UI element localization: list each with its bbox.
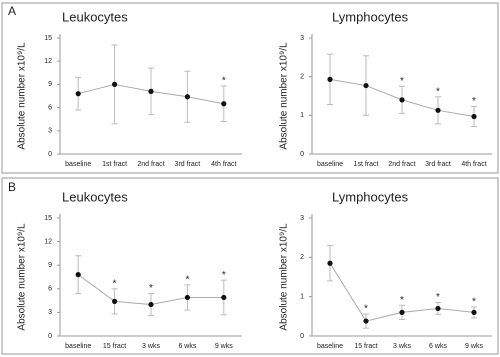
y-tick-label: 0 [300,151,304,158]
significance-mark: * [436,292,440,303]
panel-frame [1,2,499,174]
y-tick-label: 12 [44,238,52,245]
y-axis-label: Absolute number x10⁹/L [17,223,28,331]
chart-title: Lymphocytes [332,9,409,24]
chart-title: Leukocytes [62,189,128,204]
y-tick-label: 12 [44,58,52,65]
data-point [363,318,369,324]
chart-title: Leukocytes [62,9,128,24]
panel-label: A [8,4,16,18]
x-tick-label: baseline [65,343,91,350]
data-point [184,294,190,301]
data-point [112,298,118,304]
significance-mark: * [113,278,117,289]
x-tick-label: baseline [317,161,343,168]
data-point [363,82,369,89]
x-tick-label: 15 fract [103,343,126,350]
data-point [112,81,118,87]
y-tick-label: 3 [48,309,52,316]
y-tick-label: 1 [300,112,304,119]
y-tick-label: 1 [300,294,304,301]
y-tick-label: 3 [300,215,304,222]
significance-mark: * [185,275,189,286]
x-tick-label: 2nd fract [388,161,415,168]
y-tick-label: 3 [300,35,304,42]
significance-mark: * [222,76,226,87]
data-point [221,101,227,107]
significance-mark: * [149,283,153,294]
x-tick-label: 3 wks [393,343,411,350]
data-point [435,107,441,113]
y-tick-label: 3 [48,128,52,135]
y-tick-label: 6 [48,286,52,293]
significance-mark: * [222,270,226,281]
y-tick-label: 2 [300,74,304,81]
x-tick-label: baseline [317,343,343,350]
x-tick-label: 6 wks [429,343,447,350]
data-point [471,309,477,315]
data-point [184,94,190,100]
data-point [399,309,405,315]
x-tick-label: 3rd fract [425,161,451,168]
significance-mark: * [364,304,368,315]
data-point [75,91,81,97]
data-point [148,301,154,308]
significance-mark: * [436,86,440,97]
x-tick-label: 4th fract [211,161,236,168]
x-tick-label: 9 wks [215,343,233,350]
x-tick-label: 9 wks [465,343,483,350]
y-axis-label: Absolute number x10⁹/L [17,42,28,150]
x-tick-label: 2nd fract [137,161,164,168]
data-point [221,294,227,301]
significance-mark: * [400,295,404,306]
y-axis-label: Absolute number x10⁹/L [279,223,290,331]
x-tick-label: 4th fract [461,161,486,168]
x-tick-label: 3 wks [142,343,160,350]
significance-mark: * [472,297,476,308]
y-tick-label: 9 [48,81,52,88]
y-tick-label: 0 [48,151,52,158]
data-point [75,272,81,278]
data-point [471,113,477,120]
y-tick-label: 0 [48,333,52,340]
data-point [327,260,333,266]
significance-mark: * [472,96,476,107]
y-tick-label: 15 [44,215,52,222]
chart-title: Lymphocytes [332,189,409,204]
panel-label: B [8,180,16,194]
significance-mark: * [400,76,404,87]
y-tick-label: 15 [44,35,52,42]
data-point [148,88,154,94]
x-tick-label: baseline [65,161,91,168]
y-tick-label: 2 [300,254,304,261]
y-tick-label: 9 [48,262,52,269]
data-point [327,76,333,82]
panel-frame [1,177,499,355]
data-point [399,97,405,103]
y-tick-label: 6 [48,104,52,111]
x-tick-label: 15 fract [354,343,377,350]
x-tick-label: 1st fract [102,161,127,168]
x-tick-label: 3rd fract [175,161,201,168]
y-axis-label: Absolute number x10⁹/L [279,42,290,150]
y-tick-label: 0 [300,333,304,340]
x-tick-label: 6 wks [178,343,196,350]
x-tick-label: 1st fract [354,161,379,168]
data-point [435,305,441,312]
